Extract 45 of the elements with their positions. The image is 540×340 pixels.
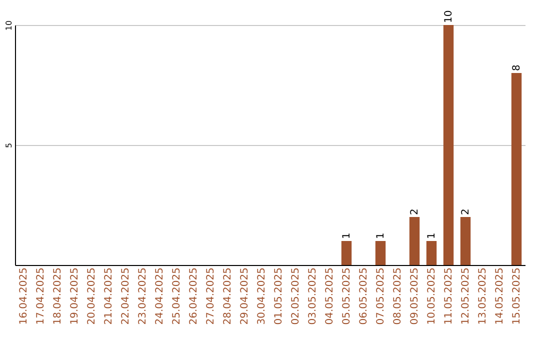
bar [511, 73, 522, 265]
x-tick-label: 14.05.2025 [494, 268, 506, 325]
x-tick-label: 08.05.2025 [392, 268, 404, 325]
data-label: 2 [410, 208, 420, 215]
data-label: 1 [426, 232, 438, 239]
x-tick-label: 25.04.2025 [172, 268, 182, 325]
x-tick-label: 22.04.2025 [120, 268, 132, 325]
bar [426, 241, 437, 265]
x-tick-label: 20.04.2025 [86, 268, 98, 325]
x-tick-label: 21.04.2025 [104, 268, 114, 325]
y-tick-label: 5 [4, 142, 14, 148]
x-tick-label: 11.05.2025 [444, 268, 454, 325]
x-tick-label: 27.04.2025 [206, 268, 216, 325]
x-tick-label: 30.04.2025 [256, 268, 268, 325]
x-tick-label: 06.05.2025 [358, 268, 370, 325]
bar [375, 241, 386, 265]
x-tick-label: 04.05.2025 [324, 268, 336, 325]
bar [341, 241, 352, 265]
x-tick-label: 05.05.2025 [342, 268, 352, 325]
data-label: 1 [376, 232, 386, 239]
x-tick-label: 26.04.2025 [188, 268, 200, 325]
data-label: 10 [444, 10, 454, 23]
x-tick-label: 17.04.2025 [36, 268, 46, 325]
x-tick-label: 13.05.2025 [478, 268, 488, 325]
x-tick-label: 18.04.2025 [52, 268, 64, 325]
x-tick-label: 12.05.2025 [460, 268, 472, 325]
x-tick-label: 23.04.2025 [138, 268, 148, 325]
x-tick-label: 29.04.2025 [240, 268, 250, 325]
x-tick-label: 15.05.2025 [512, 268, 522, 325]
x-tick-label: 03.05.2025 [308, 268, 318, 325]
x-tick-label: 28.04.2025 [222, 268, 234, 325]
x-tick-label: 09.05.2025 [410, 268, 420, 325]
x-tick-label: 16.04.2025 [18, 268, 30, 325]
data-label: 2 [460, 208, 472, 215]
bar [443, 25, 454, 265]
x-tick-label: 19.04.2025 [70, 268, 80, 325]
x-tick-label: 02.05.2025 [290, 268, 302, 325]
data-label: 1 [342, 232, 352, 239]
data-label: 8 [512, 64, 522, 71]
x-tick-label: 24.04.2025 [154, 268, 166, 325]
bar [409, 217, 420, 265]
x-tick-label: 01.05.2025 [274, 268, 284, 325]
x-tick-label: 07.05.2025 [376, 268, 386, 325]
bar [460, 217, 471, 265]
x-tick-label: 10.05.2025 [426, 268, 438, 325]
